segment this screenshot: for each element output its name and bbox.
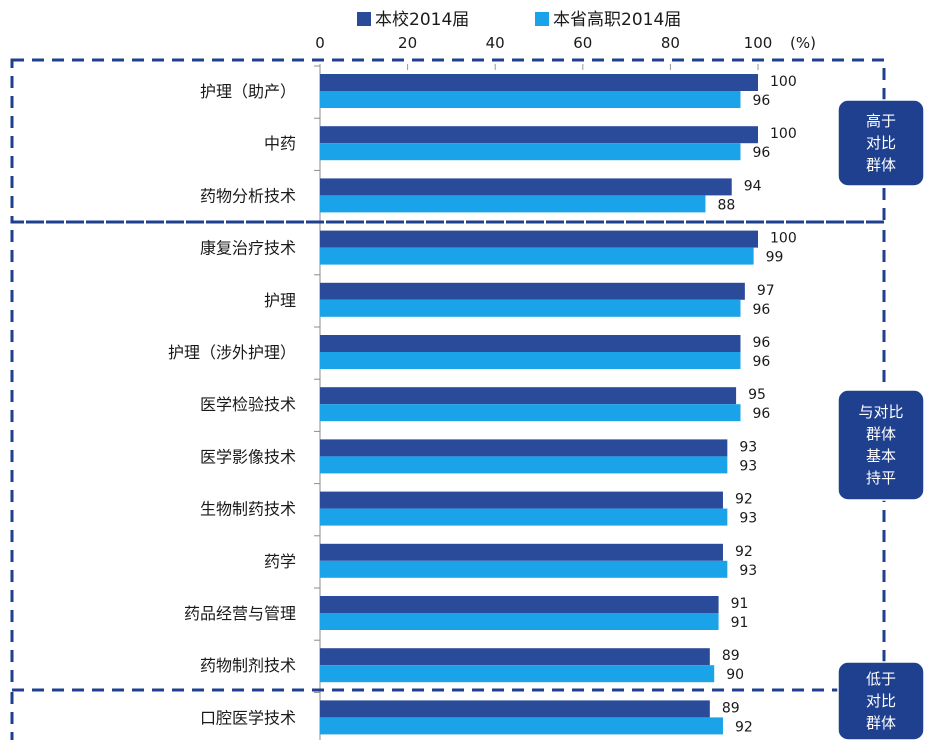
group-label-text: 群体 xyxy=(866,714,896,732)
bar-school xyxy=(320,700,710,718)
group-label-text: 群体 xyxy=(866,425,896,443)
category-label: 护理（助产） xyxy=(200,82,296,101)
category-label: 药学 xyxy=(264,552,296,571)
group-label-text: 对比 xyxy=(866,692,896,710)
axis-unit-label: (%) xyxy=(790,34,816,52)
category-label: 药物制剂技术 xyxy=(200,656,296,675)
bar-province xyxy=(320,352,741,369)
bar-school xyxy=(320,648,710,666)
value-label-province: 92 xyxy=(735,719,753,735)
group-dashed-box xyxy=(10,688,886,740)
bar-school xyxy=(320,387,737,405)
group-label-text: 与对比 xyxy=(858,403,903,421)
bar-province xyxy=(320,665,715,683)
legend-swatch-school xyxy=(357,12,371,26)
bar-school xyxy=(320,491,723,509)
bar-school xyxy=(320,178,732,196)
legend-swatch-province xyxy=(535,12,549,26)
x-tick-label: 20 xyxy=(398,34,417,52)
category-label: 生物制药技术 xyxy=(200,500,296,519)
value-label-school: 97 xyxy=(757,283,775,299)
category-label: 医学检验技术 xyxy=(200,395,296,414)
bar-school xyxy=(320,230,758,248)
value-label-school: 93 xyxy=(739,439,757,455)
value-label-province: 96 xyxy=(752,93,770,109)
bar-school xyxy=(320,126,758,144)
category-label: 药品经营与管理 xyxy=(184,604,296,623)
bar-province xyxy=(320,560,728,578)
bar-school xyxy=(320,282,745,300)
bar-province xyxy=(320,299,741,317)
x-tick-label: 60 xyxy=(573,34,592,52)
value-label-school: 94 xyxy=(744,178,762,194)
value-label-province: 91 xyxy=(731,615,749,631)
value-label-province: 99 xyxy=(766,250,784,266)
value-label-province: 93 xyxy=(739,563,757,579)
bar-province xyxy=(320,508,728,526)
group-label-text: 群体 xyxy=(866,156,896,174)
value-label-school: 89 xyxy=(722,700,740,716)
value-label-province: 96 xyxy=(752,406,770,422)
bar-province xyxy=(320,613,719,630)
value-label-province: 96 xyxy=(752,302,770,318)
value-label-school: 100 xyxy=(770,231,797,247)
group-dashed-box xyxy=(10,58,886,224)
group-label-text: 对比 xyxy=(866,134,896,152)
group-label-box xyxy=(837,389,925,501)
value-label-school: 100 xyxy=(770,74,797,90)
group-label-text: 持平 xyxy=(866,469,896,487)
bar-school xyxy=(320,335,741,352)
value-label-province: 88 xyxy=(717,197,735,213)
legend: 本校2014届 本省高职2014届 xyxy=(357,10,681,30)
group-label-text: 低于 xyxy=(866,670,896,688)
bar-province xyxy=(320,195,706,213)
category-label: 中药 xyxy=(264,134,296,153)
bar-province xyxy=(320,247,754,265)
bar-province xyxy=(320,717,723,735)
group-label-text: 基本 xyxy=(866,447,896,465)
bar-province xyxy=(320,456,728,474)
value-label-province: 93 xyxy=(739,458,757,474)
group-label-box xyxy=(837,661,925,740)
bar-province xyxy=(320,143,741,161)
category-label: 药物分析技术 xyxy=(200,186,296,205)
group-label-box xyxy=(837,99,925,187)
category-label: 康复治疗技术 xyxy=(200,239,296,258)
value-label-school: 100 xyxy=(770,126,797,142)
legend-label-school: 本校2014届 xyxy=(375,10,469,30)
category-label: 医学影像技术 xyxy=(200,447,296,466)
value-label-province: 93 xyxy=(739,511,757,527)
legend-label-province: 本省高职2014届 xyxy=(553,10,681,30)
bar-school xyxy=(320,74,758,91)
bar-school xyxy=(320,543,723,561)
bar-province xyxy=(320,404,741,422)
category-label: 口腔医学技术 xyxy=(200,708,296,727)
value-label-school: 89 xyxy=(722,648,740,664)
category-label: 护理 xyxy=(264,291,296,310)
value-label-province: 96 xyxy=(752,145,770,161)
x-tick-label: 80 xyxy=(661,34,680,52)
value-label-province: 90 xyxy=(726,667,744,683)
x-tick-label: 40 xyxy=(486,34,505,52)
bar-province xyxy=(320,91,741,108)
bar-school xyxy=(320,596,719,613)
x-tick-label: 100 xyxy=(744,34,773,52)
value-label-school: 96 xyxy=(752,335,770,351)
value-label-province: 96 xyxy=(752,354,770,370)
value-label-school: 95 xyxy=(748,387,766,403)
value-label-school: 92 xyxy=(735,544,753,560)
x-axis-ticks: 0 20 40 60 80 100 xyxy=(315,34,772,70)
group-label-text: 高于 xyxy=(866,112,896,130)
bar-school xyxy=(320,439,728,457)
value-label-school: 91 xyxy=(731,596,749,612)
x-tick-label: 0 xyxy=(315,34,325,52)
value-label-school: 92 xyxy=(735,492,753,508)
category-label: 护理（涉外护理） xyxy=(168,343,296,362)
